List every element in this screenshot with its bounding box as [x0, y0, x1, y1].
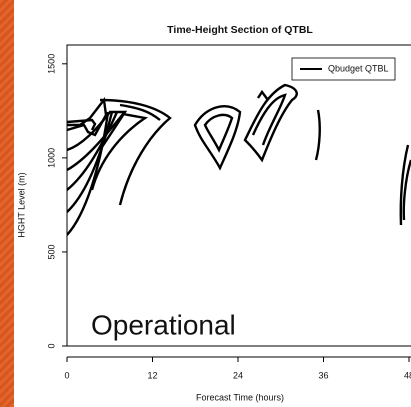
x-tick-label: 0: [64, 370, 69, 380]
y-tick-label: 0: [46, 343, 56, 348]
y-axis-label: HGHT Level (m): [16, 172, 26, 237]
chart-title: Time-Height Section of QTBL: [167, 24, 313, 36]
x-tick-label: 24: [233, 370, 243, 380]
legend: Qbudget QTBL: [291, 57, 396, 81]
contours: [67, 83, 411, 236]
y-tick-label: 500: [46, 244, 56, 259]
x-tick-label: 12: [147, 370, 157, 380]
y-tick-label: 1000: [46, 148, 56, 168]
plot-frame: [66, 44, 411, 347]
y-tick-label: 1500: [46, 54, 56, 74]
side-border: [0, 0, 14, 407]
annotation: Operational: [91, 309, 236, 340]
x-tick-label: 36: [318, 370, 328, 380]
legend-label: Qbudget QTBL: [328, 63, 389, 73]
x-axis-label: Forecast Time (hours): [196, 392, 284, 402]
x-tick-label: 48: [404, 370, 411, 380]
legend-box: [291, 57, 396, 81]
